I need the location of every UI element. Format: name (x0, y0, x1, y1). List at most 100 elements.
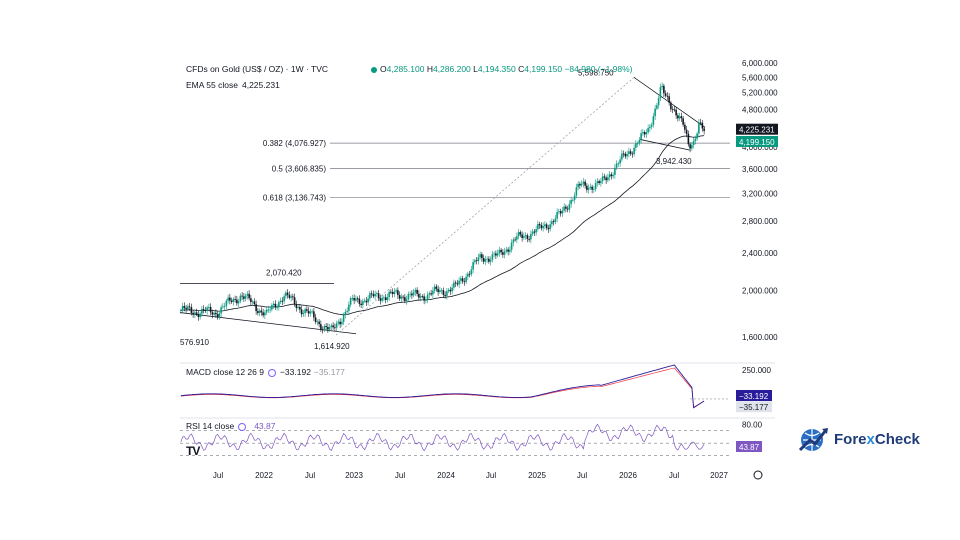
candle-body (510, 242, 513, 250)
ema-legend[interactable]: EMA 55 close 4,225.231 (186, 80, 280, 90)
candle-body (232, 299, 235, 302)
candle-body (661, 85, 663, 88)
candle-body (505, 249, 508, 252)
candle-body (507, 249, 509, 252)
candle-body (549, 224, 551, 230)
candle-body (188, 306, 191, 308)
candle-body (439, 290, 441, 293)
candle-body (491, 254, 494, 261)
price-tick-label: 3,600.000 (742, 165, 778, 174)
resistance-annotation: 2,070.420 (266, 269, 302, 278)
candle-body (696, 133, 698, 139)
candle-body (687, 133, 690, 145)
candle-body (213, 312, 215, 315)
candle-body (344, 311, 347, 315)
high-annotation: 5,598.750 (578, 68, 614, 77)
candle-body (202, 308, 205, 310)
settings-icon[interactable] (267, 368, 276, 377)
candle-body (216, 314, 219, 317)
candle-body (538, 224, 541, 226)
candle-body (652, 116, 655, 125)
candle-body (591, 186, 593, 190)
candle-body (253, 301, 256, 305)
candle-body (647, 128, 649, 133)
candle-body (479, 254, 481, 258)
candle-body (586, 185, 588, 190)
candle-body (355, 298, 357, 301)
candle-body (411, 293, 413, 296)
candle-body (206, 307, 208, 311)
candle-body (699, 122, 702, 124)
candle-body (407, 294, 410, 300)
candle-body (295, 303, 298, 308)
candle-body (426, 294, 429, 301)
candle-body (565, 206, 567, 209)
candle-body (430, 293, 432, 295)
candle-body (607, 177, 609, 181)
candle-body (656, 105, 658, 109)
time-tick-label: Jul (305, 471, 315, 480)
candle-body (626, 153, 628, 157)
settings-icon[interactable] (238, 422, 247, 431)
candle-body (180, 310, 182, 312)
candle-body (395, 290, 397, 292)
candle-body (260, 310, 263, 313)
candle-body (278, 302, 280, 308)
support-low-annotation: 1,614.920 (314, 342, 350, 351)
candle-body (379, 298, 382, 301)
triangle-lower-line[interactable] (639, 139, 691, 151)
candle-body (447, 289, 450, 292)
candle-body (405, 299, 408, 301)
candle-body (390, 291, 392, 293)
support-line[interactable] (179, 312, 357, 335)
candle-body (584, 181, 586, 186)
candle-body (657, 98, 660, 106)
ema-line[interactable] (180, 135, 705, 316)
macd-legend[interactable]: MACD close 12 26 9 −33.192 −35.177 (186, 367, 345, 377)
candle-body (276, 307, 278, 308)
candle-body (323, 326, 326, 330)
ema-price-badge (736, 123, 778, 135)
candle-body (279, 300, 282, 303)
candle-body (517, 232, 520, 237)
candle-body (670, 102, 672, 110)
candle-body (328, 327, 331, 330)
macd-line[interactable] (180, 364, 705, 409)
time-tick-label: 2024 (437, 471, 455, 480)
candle-body (519, 232, 522, 235)
rsi-line[interactable] (180, 423, 705, 452)
candle-body (197, 314, 200, 318)
candle-body (526, 235, 529, 240)
candle-body (463, 281, 466, 283)
candle-body (239, 295, 242, 302)
candle-body (314, 317, 317, 322)
candle-body (433, 286, 436, 291)
candle-body (638, 139, 641, 144)
price-tick-label: 2,800.000 (742, 217, 778, 226)
candle-body (579, 183, 581, 186)
candle-body (465, 276, 467, 282)
candle-body (356, 298, 359, 300)
candle-body (437, 288, 439, 293)
settings-gear-icon[interactable] (753, 470, 763, 480)
candle-body (645, 132, 648, 135)
candle-body (398, 295, 401, 299)
price-tick-label: 2,400.000 (742, 249, 778, 258)
candle-body (451, 287, 453, 292)
candle-body (334, 327, 336, 329)
candle-body (489, 260, 492, 262)
candle-body (582, 181, 585, 184)
candle-body (624, 153, 627, 157)
candle-body (612, 174, 614, 177)
candle-body (470, 269, 473, 275)
candle-body (671, 109, 674, 111)
candle-body (486, 258, 488, 260)
candle-body (619, 159, 621, 164)
rsi-value-label: 43.87 (739, 443, 760, 452)
price-tick-label: 3,200.000 (742, 189, 778, 198)
fib-trend-line[interactable] (335, 77, 635, 336)
rsi-legend[interactable]: RSI 14 close 43.87 (186, 421, 276, 431)
candle-body (537, 224, 539, 230)
candle-body (570, 199, 572, 205)
